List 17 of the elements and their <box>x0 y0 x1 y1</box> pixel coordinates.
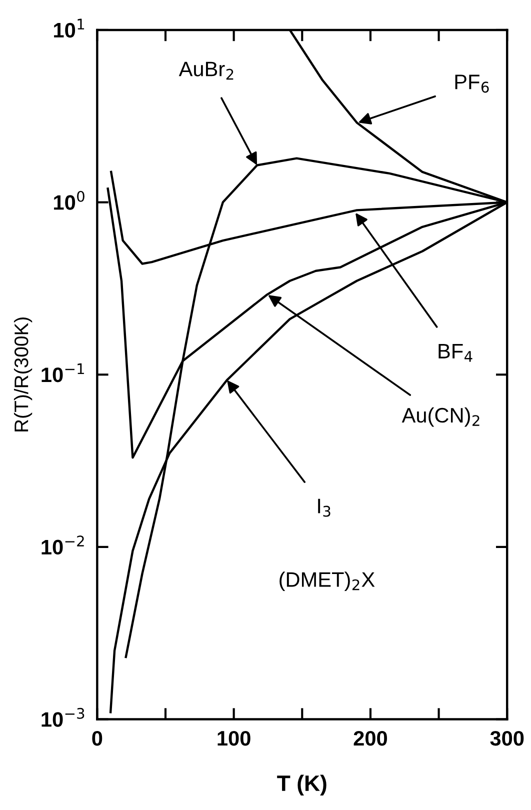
y-tick-label: 10$^{1}$ <box>54 18 84 38</box>
annotation: PF$_{6}$ <box>455 74 489 93</box>
y-axis-title: R(T)/R(300K) <box>14 317 32 432</box>
annotation: BF$_{4}$ <box>438 344 472 362</box>
x-tick-label: 300 <box>490 730 524 746</box>
x-tick-label: 200 <box>354 730 387 746</box>
y-tick-label: 10$^{0}$ <box>54 190 84 210</box>
y-tick-label: 10$^{−1}$ <box>42 363 84 382</box>
x-axis-title: T (K) <box>277 774 326 796</box>
y-tick-label: 10$^{−2}$ <box>42 536 84 555</box>
x-tick-label: 100 <box>218 730 250 746</box>
annotation: I$_{3}$ <box>318 498 330 517</box>
annotation: AuBr$_{2}$ <box>178 62 234 80</box>
y-tick-label: 10$^{−3}$ <box>42 708 84 727</box>
annotation: Au(CN)$_{2}$ <box>402 407 480 427</box>
annotation: (DMET)$_{2}$X <box>280 572 375 592</box>
x-tick-label: 0 <box>92 730 102 746</box>
